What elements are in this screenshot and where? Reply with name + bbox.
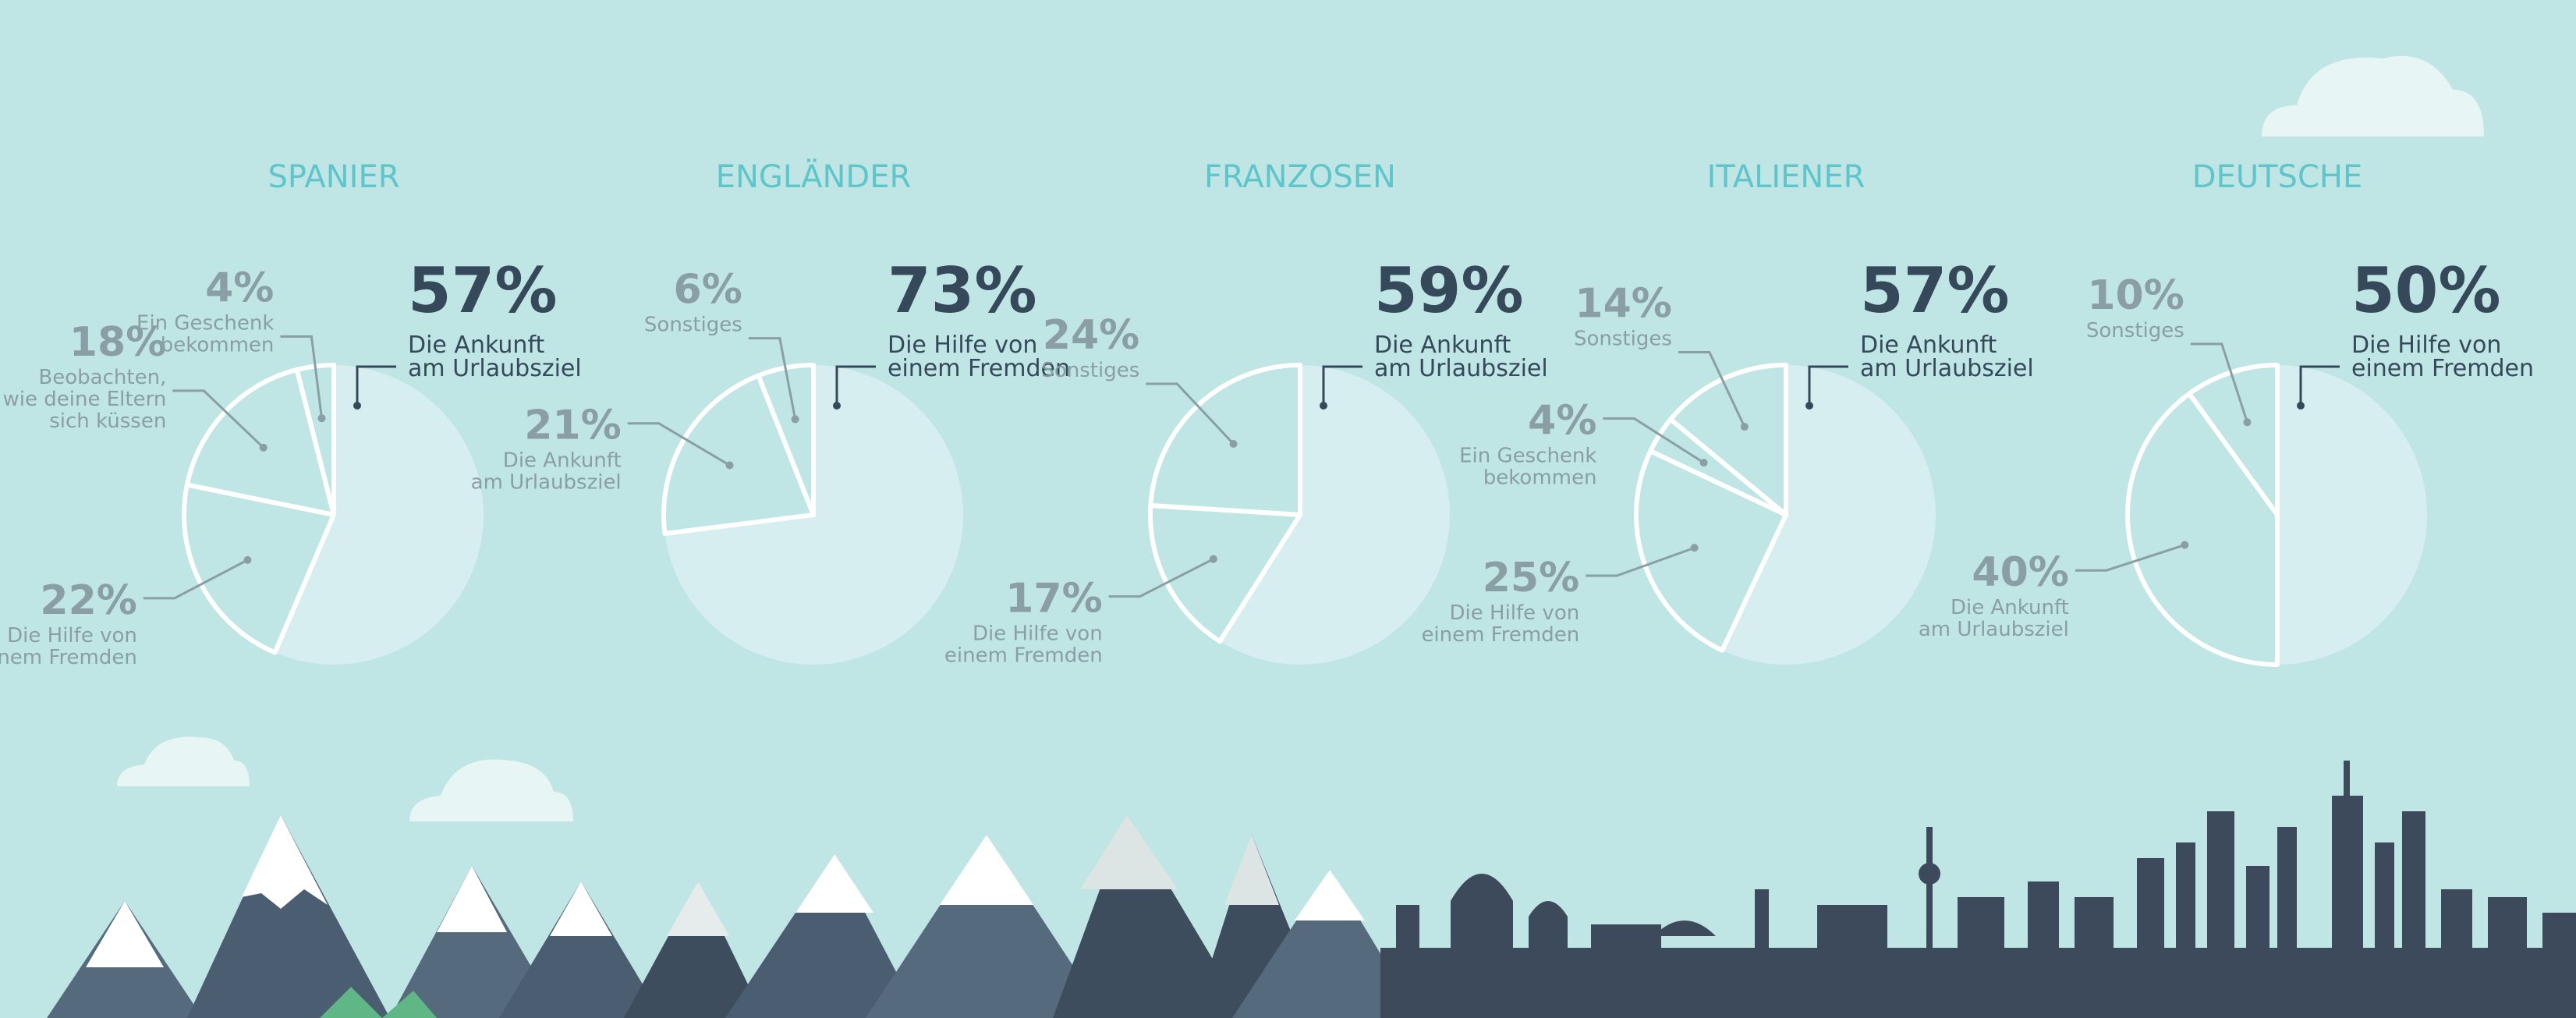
clouds bbox=[117, 55, 2484, 821]
value-label: 59% bbox=[1374, 254, 1523, 327]
leader-line bbox=[1808, 365, 1848, 406]
category-label: Sonstiges bbox=[2086, 319, 2184, 342]
pie-slice bbox=[275, 365, 484, 665]
category-label: Die Ankunft am Urlaubsziel bbox=[1919, 596, 2069, 641]
leader-line bbox=[748, 337, 797, 420]
value-label: 14% bbox=[1575, 281, 1671, 328]
value-label: 22% bbox=[40, 577, 136, 624]
leader-line bbox=[172, 389, 264, 449]
category-label: Sonstiges bbox=[1574, 328, 1672, 351]
category-label: Die Ankunft am Urlaubsziel bbox=[1374, 332, 1548, 382]
leader-line bbox=[143, 559, 249, 600]
value-label: 50% bbox=[2351, 254, 2500, 327]
leader-line bbox=[2190, 342, 2248, 423]
category-label: Die Ankunft am Urlaubsziel bbox=[471, 449, 622, 495]
category-label: Ein Geschenk bekommen bbox=[136, 311, 274, 356]
leader-line bbox=[1108, 558, 1214, 598]
value-label: 25% bbox=[1483, 555, 1579, 601]
value-label: 6% bbox=[674, 267, 742, 314]
leader-line bbox=[1586, 546, 1695, 577]
leader-line bbox=[356, 365, 396, 406]
leader-line bbox=[2299, 365, 2340, 406]
value-label: 4% bbox=[205, 264, 274, 311]
value-label: 73% bbox=[888, 254, 1036, 327]
pie-slice bbox=[1722, 365, 1936, 665]
pie-slice bbox=[2277, 365, 2427, 665]
value-label: 24% bbox=[1043, 312, 1139, 359]
leader-line bbox=[1322, 365, 1362, 406]
chart-title: ITALIENER bbox=[1707, 159, 1866, 195]
category-label: Beobachten, wie deine Eltern sich küssen bbox=[3, 366, 167, 433]
chart-title: FRANZOSEN bbox=[1204, 159, 1396, 195]
value-label: 57% bbox=[408, 254, 557, 327]
leader-line bbox=[280, 335, 324, 419]
mountains bbox=[47, 815, 1419, 1018]
leader-line bbox=[1146, 382, 1235, 445]
value-label: 57% bbox=[1860, 254, 2009, 327]
value-label: 17% bbox=[1005, 576, 1102, 623]
leader-line bbox=[2075, 544, 2185, 572]
chart-title: ENGLÄNDER bbox=[716, 158, 912, 195]
category-label: Sonstiges bbox=[644, 314, 742, 337]
leader-line bbox=[1678, 351, 1746, 427]
cloud bbox=[2262, 55, 2484, 137]
category-label: Die Ankunft am Urlaubsziel bbox=[408, 332, 582, 382]
cloud bbox=[409, 759, 573, 821]
category-label: Sonstiges bbox=[1041, 359, 1139, 382]
skyline bbox=[1380, 761, 2576, 1018]
chart-title: SPANIER bbox=[268, 159, 399, 195]
category-label: Ein Geschenk bekommen bbox=[1459, 445, 1596, 490]
leader-line bbox=[1603, 417, 1705, 464]
cloud bbox=[117, 736, 250, 786]
category-label: Die Ankunft am Urlaubsziel bbox=[1860, 332, 2034, 382]
value-label: 10% bbox=[2087, 272, 2184, 319]
leader-line bbox=[627, 422, 731, 466]
value-label: 4% bbox=[1528, 398, 1596, 445]
leader-line bbox=[835, 365, 876, 406]
value-label: 21% bbox=[524, 403, 621, 449]
value-label: 40% bbox=[1972, 549, 2068, 596]
pie-slice bbox=[1220, 365, 1451, 665]
value-label: 18% bbox=[69, 319, 166, 366]
chart-title: DEUTSCHE bbox=[2192, 159, 2362, 195]
